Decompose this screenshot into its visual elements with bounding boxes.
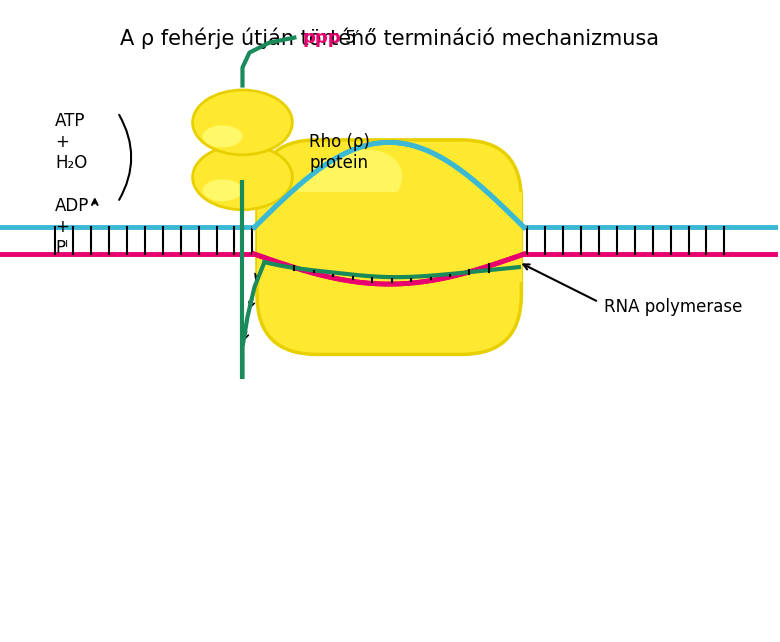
Ellipse shape <box>296 150 402 225</box>
Text: Rho (ρ)
protein: Rho (ρ) protein <box>310 133 370 172</box>
Ellipse shape <box>193 145 292 210</box>
Text: ATP
+
H₂O: ATP + H₂O <box>55 112 87 172</box>
Ellipse shape <box>193 90 292 155</box>
Text: RNA polymerase: RNA polymerase <box>604 298 742 316</box>
FancyBboxPatch shape <box>257 140 521 354</box>
Text: A ρ fehérje útján történő termináció mechanizmusa: A ρ fehérje útján történő termináció mec… <box>119 28 658 49</box>
Bar <box>257 192 522 282</box>
Text: ppp: ppp <box>303 29 341 47</box>
Ellipse shape <box>203 179 243 201</box>
Ellipse shape <box>203 125 243 148</box>
Text: ADP
+
Pᴵ: ADP + Pᴵ <box>55 197 89 257</box>
Text: 5′: 5′ <box>344 29 360 47</box>
